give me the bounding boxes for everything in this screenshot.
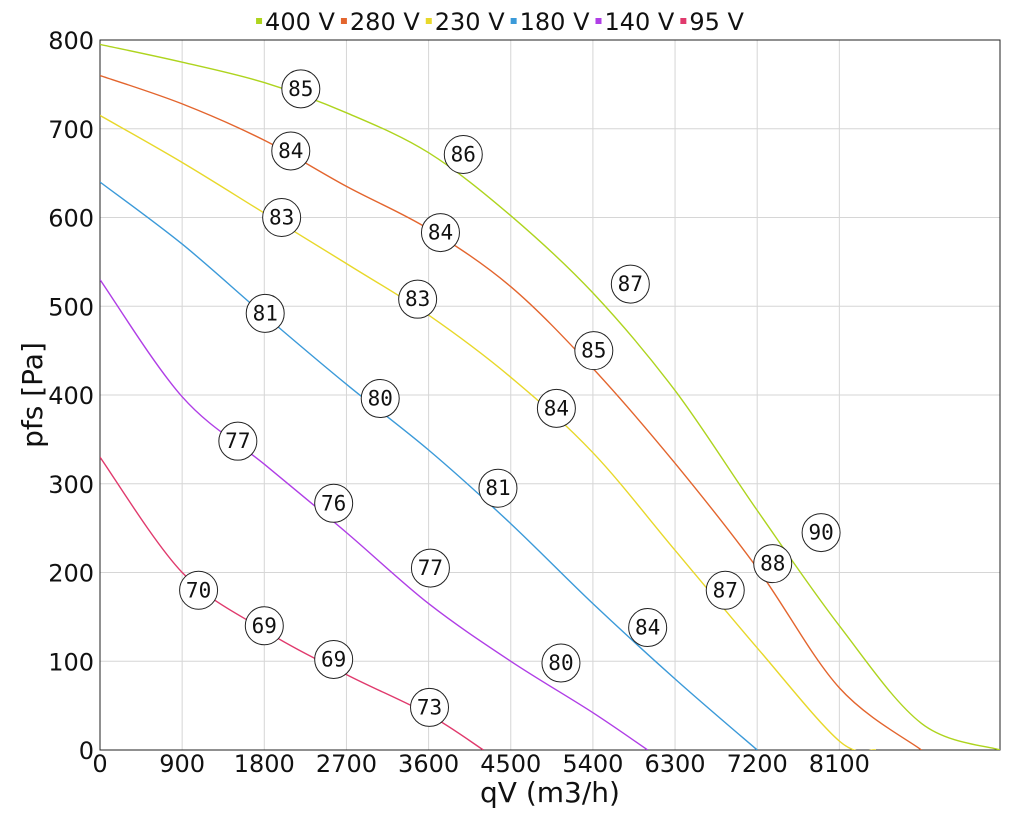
operating-point-label: 69 — [252, 614, 277, 638]
operating-point-label: 70 — [186, 578, 211, 602]
operating-point-circle — [801, 513, 841, 553]
operating-point-label: 80 — [368, 387, 393, 411]
y-tick-label: 100 — [48, 648, 94, 676]
x-axis-title: qV (m3/h) — [480, 776, 620, 809]
curve-400v — [100, 43, 1000, 750]
x-tick-label: 1800 — [234, 750, 295, 778]
operating-point-circle — [574, 331, 614, 371]
curve-280v — [100, 74, 922, 750]
operating-point-circle — [218, 421, 258, 461]
operating-point-circle — [628, 608, 668, 648]
operating-point-labels: 85 86 87 90 84 84 85 88 83 83 84 87 81 80 81 84 77 76 77 80… — [179, 69, 841, 727]
operating-point-label: 81 — [485, 476, 510, 500]
operating-point-circle — [314, 639, 354, 679]
operating-point-circle — [281, 69, 321, 109]
curve-140v — [100, 279, 649, 750]
x-tick-label: 900 — [159, 750, 205, 778]
operating-point-label: 83 — [405, 287, 430, 311]
curve-180v — [100, 181, 758, 750]
operating-point-circle — [398, 279, 438, 319]
x-tick-label: 7200 — [727, 750, 788, 778]
y-tick-label: 700 — [48, 116, 94, 144]
operating-point-label: 85 — [288, 77, 313, 101]
operating-point-label: 87 — [618, 272, 643, 296]
operating-point-circle — [410, 548, 450, 588]
operating-point-circle — [179, 570, 219, 610]
legend-marker — [595, 18, 602, 24]
y-tick-label: 200 — [48, 560, 94, 588]
y-axis-title: pfs [Pa] — [16, 342, 49, 448]
legend-marker — [256, 18, 263, 24]
legend-label: 180 V — [520, 8, 590, 36]
y-tick-label: 500 — [48, 293, 94, 321]
operating-point-label: 90 — [808, 521, 833, 545]
operating-point-circle — [536, 388, 576, 428]
operating-point-label: 86 — [451, 142, 476, 166]
operating-point-label: 84 — [544, 396, 569, 420]
operating-point-circle — [244, 606, 284, 646]
operating-point-circle — [443, 134, 483, 174]
legend-marker — [340, 18, 347, 24]
operating-point-circle — [541, 643, 581, 683]
operating-point-label: 77 — [225, 429, 250, 453]
x-tick-label: 8100 — [809, 750, 870, 778]
curve-230v — [100, 114, 877, 750]
legend-label: 280 V — [350, 8, 420, 36]
legend-label: 400 V — [265, 8, 335, 36]
operating-point-circle — [262, 198, 302, 237]
x-tick-label: 6300 — [645, 750, 706, 778]
operating-point-label: 87 — [713, 578, 738, 602]
x-tick-label: 4500 — [480, 750, 541, 778]
legend-marker — [425, 18, 432, 24]
legend-marker — [680, 18, 687, 24]
legend-marker — [510, 18, 517, 24]
operating-point-circle — [478, 468, 518, 508]
operating-point-circle — [360, 379, 400, 419]
operating-point-circle — [753, 544, 793, 584]
operating-point-label: 77 — [418, 556, 443, 580]
curves — [100, 43, 1000, 750]
legend-label: 95 V — [689, 8, 744, 36]
operating-point-circle — [271, 131, 311, 171]
x-tick-label: 2700 — [316, 750, 377, 778]
operating-point-label: 85 — [581, 339, 606, 363]
operating-point-circle — [410, 687, 450, 727]
operating-point-label: 69 — [321, 647, 346, 671]
operating-point-label: 81 — [253, 301, 278, 325]
operating-point-circle — [314, 483, 354, 523]
operating-point-label: 84 — [428, 221, 453, 245]
y-tick-label: 400 — [48, 382, 94, 410]
x-tick-label: 5400 — [562, 750, 623, 778]
x-tick-label: 0 — [92, 750, 107, 778]
operating-point-circle — [420, 213, 460, 253]
legend-label: 140 V — [604, 8, 674, 36]
legend-label: 230 V — [435, 8, 505, 36]
y-tick-label: 300 — [48, 471, 94, 499]
operating-point-label: 84 — [635, 616, 660, 640]
y-tick-label: 0 — [79, 737, 94, 765]
operating-point-label: 84 — [278, 139, 303, 163]
x-tick-label: 3600 — [398, 750, 459, 778]
legend: 400 V 280 V 230 V 180 V 140 V 95 V — [256, 8, 745, 36]
operating-point-circle — [245, 293, 285, 333]
operating-point-label: 76 — [321, 491, 346, 515]
operating-point-label: 80 — [548, 651, 573, 675]
operating-point-label: 88 — [760, 552, 785, 576]
y-tick-label: 600 — [48, 205, 94, 233]
y-tick-label: 800 — [48, 27, 94, 55]
operating-point-label: 73 — [417, 695, 442, 719]
operating-point-label: 83 — [269, 206, 294, 230]
plot-frame — [99, 39, 1001, 751]
operating-point-circle — [610, 264, 650, 304]
operating-point-circle — [705, 570, 745, 610]
